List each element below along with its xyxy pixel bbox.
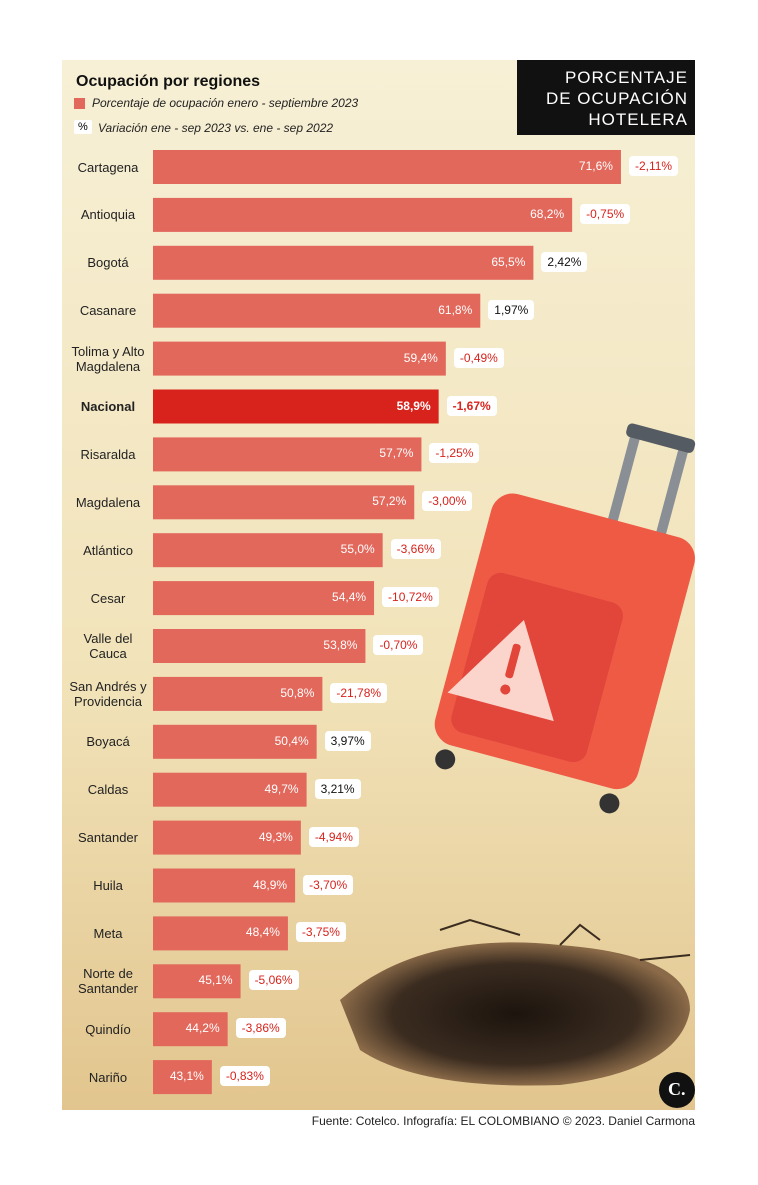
bar: [153, 389, 439, 424]
bar: [153, 724, 317, 759]
category-label: Norte de Santander: [78, 966, 138, 997]
category-label: Caldas: [87, 782, 129, 798]
bar: [153, 150, 621, 184]
variation-label: -4,94%: [308, 826, 359, 847]
category-label: Huila: [93, 878, 123, 893]
heading-line: HOTELERA: [588, 110, 688, 129]
variation-label: -2,11%: [628, 156, 679, 176]
value-label: 49,7%: [264, 781, 299, 796]
variation-label: 2,42%: [541, 251, 588, 272]
value-label: 71,6%: [578, 159, 613, 173]
variation-label: -0,75%: [580, 203, 631, 224]
bar: [153, 437, 422, 472]
bar: [153, 533, 383, 568]
category-label: Quindío: [85, 1021, 131, 1037]
variation-label: -1,67%: [446, 395, 497, 416]
category-label: Cesar: [90, 590, 126, 606]
legend-bar: Porcentaje de ocupación enero - septiemb…: [92, 96, 359, 110]
variation-label: -10,72%: [382, 587, 439, 608]
logo-circle: [659, 1072, 695, 1108]
value-label: 57,2%: [372, 494, 407, 509]
category-label: Nariño: [88, 1069, 128, 1085]
bar: [153, 293, 481, 328]
variation-label: -3,70%: [303, 874, 354, 895]
bar: [153, 245, 534, 280]
variation-label: -0,70%: [373, 635, 424, 655]
heading-line: DE OCUPACIÓN: [545, 89, 688, 108]
value-label: 53,8%: [323, 638, 358, 652]
bar: [153, 581, 375, 616]
heading-line: PORCENTAJE: [564, 68, 688, 87]
value-label: 50,8%: [280, 685, 315, 700]
value-label: 49,3%: [258, 829, 293, 844]
legend-variation: Variación ene - sep 2023 vs. ene - sep 2…: [98, 121, 334, 135]
variation-label: -0,49%: [453, 347, 504, 368]
chart-title: Ocupación por regiones: [76, 73, 261, 90]
value-label: 50,4%: [274, 733, 309, 748]
category-label: Magdalena: [75, 494, 141, 510]
bar: [153, 772, 307, 807]
category-label: Meta: [93, 925, 123, 941]
bar: [153, 676, 323, 711]
crack-hole: [340, 942, 690, 1086]
value-label: 65,5%: [491, 254, 526, 269]
crack-lines: [439, 918, 691, 961]
bar: [153, 868, 296, 903]
bar: [153, 341, 446, 376]
bar: [153, 1060, 212, 1095]
category-label: Cartagena: [77, 159, 139, 175]
legend-badge: %: [74, 120, 92, 134]
category-label: Bogotá: [87, 255, 129, 271]
value-label: 59,4%: [403, 350, 438, 365]
value-label: 55,0%: [340, 542, 375, 557]
variation-label: 1,97%: [488, 299, 535, 320]
value-label: 54,4%: [332, 590, 367, 605]
category-label: Casanare: [79, 303, 137, 319]
variation-label: -5,06%: [248, 970, 299, 991]
category-label: Antioquia: [80, 207, 136, 223]
category-label: Risaralda: [80, 446, 136, 462]
variation-label: -0,83%: [219, 1066, 270, 1087]
category-label: Valle del Cauca: [83, 631, 133, 661]
value-label: 68,2%: [530, 206, 565, 221]
bar: [153, 485, 415, 520]
variation-label: -3,66%: [390, 539, 441, 560]
bar: [153, 820, 301, 855]
category-label: Boyacá: [86, 734, 130, 750]
value-label: 43,1%: [169, 1069, 204, 1084]
category-label: Santander: [78, 830, 138, 846]
value-label: 45,1%: [198, 973, 233, 988]
category-label: Tolima y Alto Magdalena: [71, 343, 145, 374]
bar: [153, 964, 241, 999]
logo: C.: [668, 1079, 686, 1099]
heading-box: [517, 60, 695, 135]
variation-label: -21,78%: [330, 682, 388, 703]
value-label: 57,7%: [379, 446, 414, 461]
value-label: 44,2%: [185, 1021, 220, 1036]
variation-label: 3,21%: [314, 778, 361, 799]
bar: [153, 197, 573, 232]
value-label: 61,8%: [438, 302, 473, 317]
value-label: 48,4%: [245, 925, 280, 940]
variation-label: -3,00%: [422, 491, 473, 512]
category-label: San Andrés y Providencia: [69, 678, 147, 709]
legend-swatch: [74, 98, 85, 109]
source: Fuente: Cotelco. Infografía: EL COLOMBIA…: [311, 1114, 695, 1128]
value-label: 58,9%: [396, 398, 431, 413]
category-label: Nacional: [80, 399, 136, 414]
suitcase: [434, 423, 696, 814]
value-label: 48,9%: [253, 877, 288, 892]
variation-label: -3,86%: [235, 1018, 286, 1039]
variation-label: -3,75%: [295, 922, 346, 943]
category-label: Atlántico: [83, 542, 133, 558]
variation-label: 3,97%: [324, 730, 371, 751]
bar: [153, 1012, 228, 1047]
variation-label: -1,25%: [429, 443, 480, 464]
bar: [153, 629, 366, 663]
bar: [153, 916, 288, 951]
